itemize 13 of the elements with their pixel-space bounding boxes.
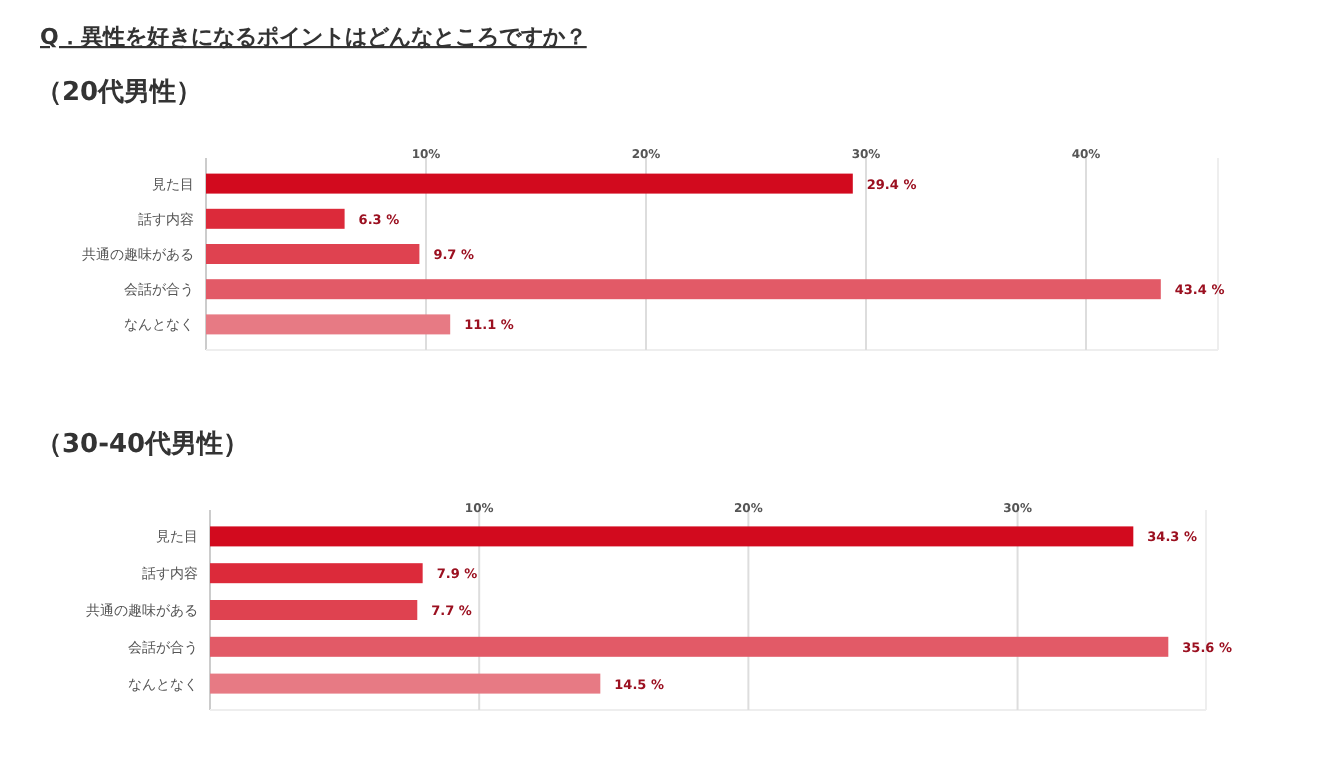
bar bbox=[210, 563, 423, 584]
bar bbox=[206, 279, 1161, 300]
bar bbox=[210, 636, 1169, 657]
bar bbox=[206, 244, 420, 264]
bar bbox=[210, 600, 418, 620]
chart-subtitle: （20代男性） bbox=[36, 78, 203, 108]
bar bbox=[206, 314, 451, 335]
bar bbox=[210, 673, 601, 694]
bar bbox=[210, 526, 1134, 547]
bar bbox=[206, 208, 345, 229]
chart-title: Q．異性を好きになるポイントはどんなところですか？ bbox=[40, 24, 587, 50]
bar bbox=[206, 173, 853, 194]
chart-title: （30-40代男性） bbox=[36, 430, 250, 460]
